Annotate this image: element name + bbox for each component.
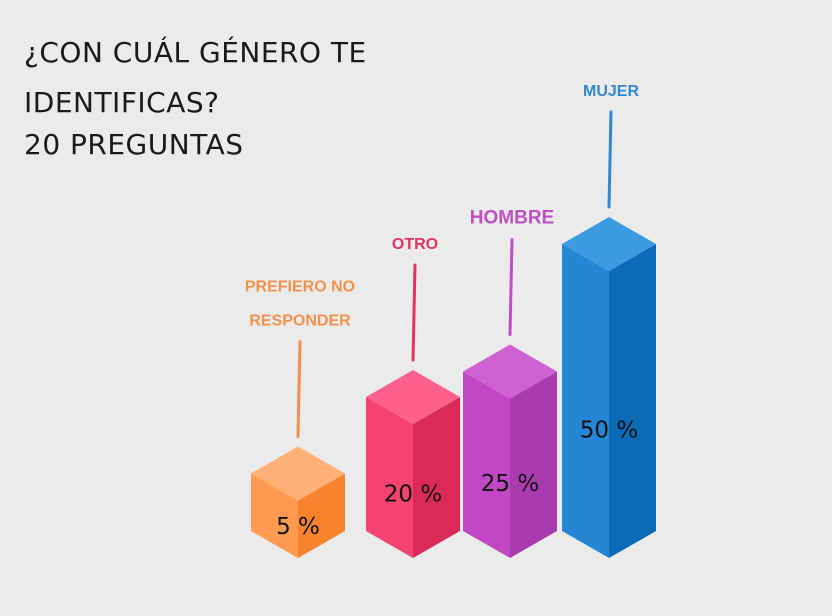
bar-value-label: 20 %	[384, 482, 442, 508]
bar-value-label: 50 %	[580, 417, 638, 443]
bar-4: 50 % MUJER	[562, 83, 656, 558]
title-line-2: IDENTIFICAS?	[24, 86, 220, 119]
bar-front-face	[562, 244, 609, 558]
bar-value-label: 25 %	[481, 471, 539, 497]
category-label: PREFIERO NO RESPONDER	[245, 279, 355, 330]
bar-top-face	[251, 446, 345, 501]
bar-value-label: 5 %	[276, 514, 320, 540]
leader-line	[508, 238, 514, 336]
category-label: HOMBRE	[470, 208, 554, 229]
leader-line	[607, 110, 613, 209]
bar-side-face	[298, 473, 345, 558]
bar-top-face	[463, 344, 557, 399]
leader-line	[411, 263, 417, 362]
title-line-1: ¿CON CUÁL GÉNERO TE	[24, 36, 367, 69]
bar-front-face	[251, 473, 298, 558]
category-label: OTRO	[392, 236, 438, 253]
bar-3: 25 % HOMBRE	[463, 208, 557, 558]
bar-1: 5 % PREFIERO NO RESPONDER	[245, 279, 355, 558]
title-line-3: 20 PREGUNTAS	[24, 128, 244, 161]
category-label: MUJER	[583, 83, 639, 100]
bar-side-face	[413, 397, 460, 558]
leader-line	[296, 340, 302, 438]
bar-side-face	[510, 371, 557, 558]
bar-top-face	[562, 217, 656, 271]
bar-front-face	[463, 371, 510, 558]
bar-front-face	[366, 397, 413, 558]
bar-top-face	[366, 370, 460, 424]
bar-2: 20 % OTRO	[366, 236, 460, 558]
bar-side-face	[609, 244, 656, 558]
